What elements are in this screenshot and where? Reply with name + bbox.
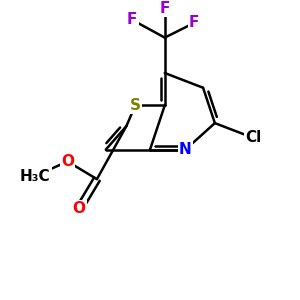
Text: N: N — [179, 142, 192, 157]
Text: F: F — [160, 1, 170, 16]
Text: F: F — [127, 12, 137, 27]
Text: H₃C: H₃C — [20, 169, 50, 184]
Text: Cl: Cl — [245, 130, 261, 146]
Text: S: S — [130, 98, 141, 113]
Text: O: O — [73, 201, 86, 216]
Text: F: F — [189, 15, 200, 30]
Text: O: O — [61, 154, 74, 169]
